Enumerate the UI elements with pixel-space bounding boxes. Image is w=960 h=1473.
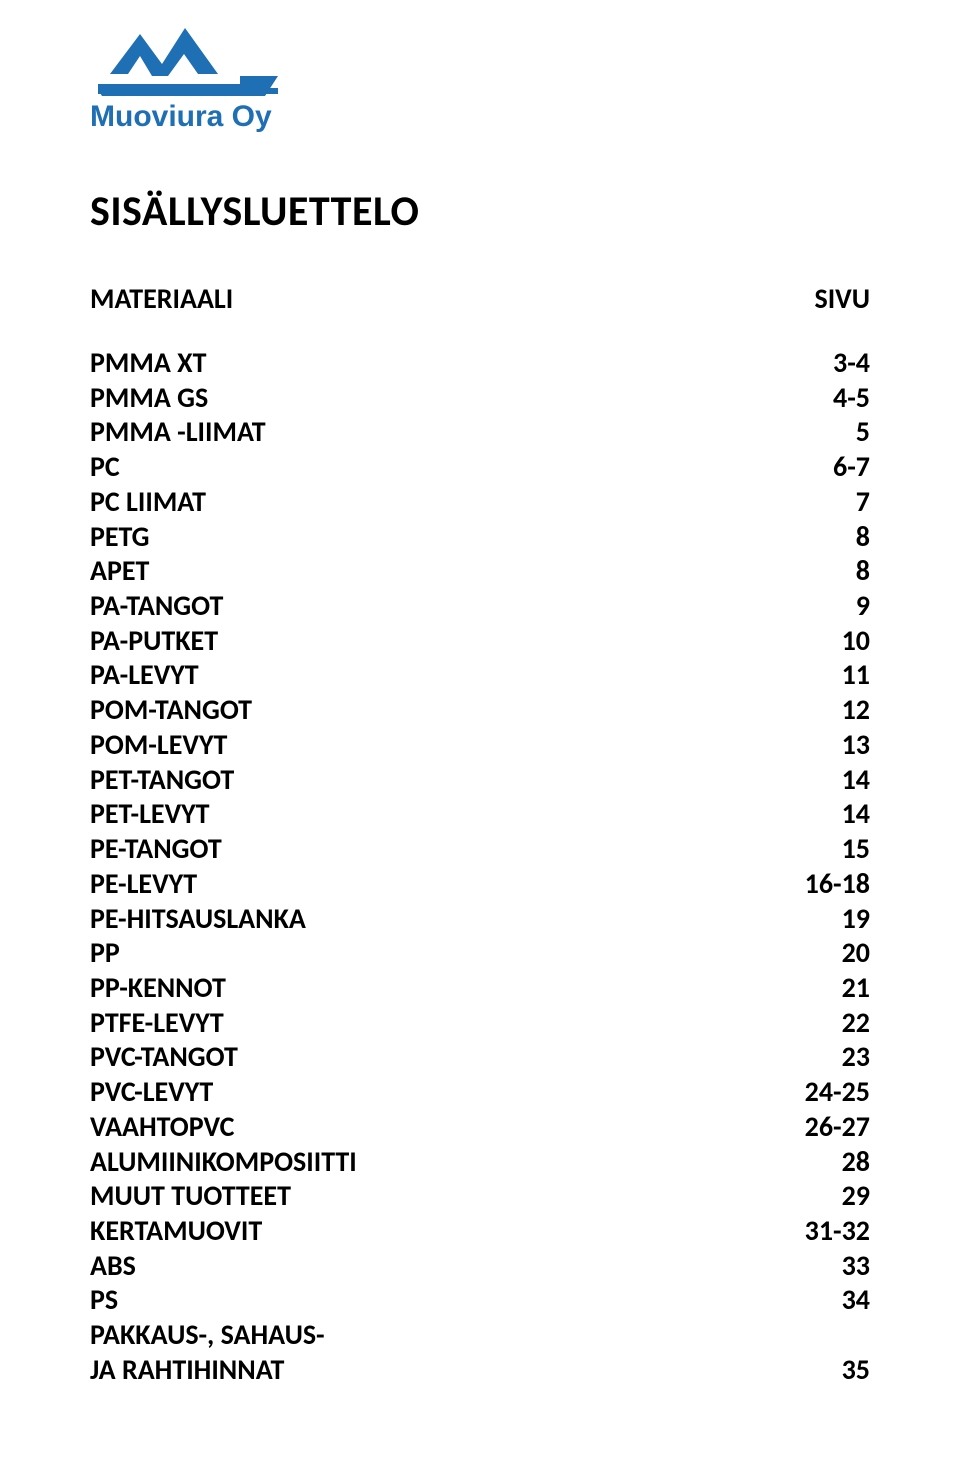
toc-row-page: 10	[780, 624, 870, 659]
toc-row-name: PETG	[90, 520, 780, 555]
toc-row: VAAHTOPVC26-27	[90, 1110, 870, 1145]
toc-row-name: PET-TANGOT	[90, 763, 780, 798]
document-page: Muoviura Oy SISÄLLYSLUETTELO MATERIAALI …	[0, 0, 960, 1473]
toc-row-name: ABS	[90, 1249, 780, 1284]
toc-row-name: PA-PUTKET	[90, 624, 780, 659]
toc-row-name: PMMA -LIIMAT	[90, 415, 780, 450]
page-title: SISÄLLYSLUETTELO	[90, 186, 870, 237]
toc-row: PE-LEVYT16-18	[90, 867, 870, 902]
toc-row-page: 4-5	[780, 381, 870, 416]
toc-row-name: PE-LEVYT	[90, 867, 780, 902]
toc-row-name: PMMA GS	[90, 381, 780, 416]
toc-row-page: 23	[780, 1040, 870, 1075]
toc-row-page: 22	[780, 1006, 870, 1041]
toc-row-name: PTFE-LEVYT	[90, 1006, 780, 1041]
toc-row-name: PET-LEVYT	[90, 797, 780, 832]
company-logo: Muoviura Oy	[90, 16, 870, 136]
toc-row: POM-TANGOT12	[90, 693, 870, 728]
toc-row: APET8	[90, 554, 870, 589]
toc-row: PP20	[90, 936, 870, 971]
toc-row-name: PC LIIMAT	[90, 485, 780, 520]
toc-row: PAKKAUS-, SAHAUS- JA RAHTIHINNAT35	[90, 1318, 870, 1387]
toc-row: ABS33	[90, 1249, 870, 1284]
toc-row-page: 33	[780, 1249, 870, 1284]
toc-header-page: SIVU	[814, 281, 870, 316]
toc-row-name: PP-KENNOT	[90, 971, 780, 1006]
toc-row-name: PA-LEVYT	[90, 658, 780, 693]
toc-row: PMMA GS4-5	[90, 381, 870, 416]
toc-row-page: 26-27	[780, 1110, 870, 1145]
toc-row: PVC-TANGOT23	[90, 1040, 870, 1075]
toc-row: PMMA XT3-4	[90, 346, 870, 381]
toc-row-name: PAKKAUS-, SAHAUS- JA RAHTIHINNAT	[90, 1318, 780, 1387]
toc-row-page: 7	[780, 485, 870, 520]
toc-row-name: PS	[90, 1283, 780, 1318]
toc-row: MUUT TUOTTEET29	[90, 1179, 870, 1214]
toc-row: ALUMIINIKOMPOSIITTI28	[90, 1145, 870, 1180]
toc-body: PMMA XT3-4PMMA GS4-5PMMA -LIIMAT5PC6-7PC…	[90, 346, 870, 1388]
toc-row: PA-LEVYT11	[90, 658, 870, 693]
toc-row: PE-TANGOT15	[90, 832, 870, 867]
toc-row: PS34	[90, 1283, 870, 1318]
toc-row-name: PA-TANGOT	[90, 589, 780, 624]
logo-icon: Muoviura Oy	[90, 16, 290, 136]
toc-row-page: 12	[780, 693, 870, 728]
toc-row-name: PC	[90, 450, 780, 485]
toc-row-name: PP	[90, 936, 780, 971]
toc-row: PE-HITSAUSLANKA19	[90, 902, 870, 937]
toc-row-page: 8	[780, 520, 870, 555]
toc-row-page: 29	[780, 1179, 870, 1214]
toc-row-name: PVC-TANGOT	[90, 1040, 780, 1075]
toc-header-name: MATERIAALI	[90, 281, 233, 316]
toc-row-page: 16-18	[780, 867, 870, 902]
logo-text: Muoviura Oy	[90, 100, 272, 133]
toc-row-page: 9	[780, 589, 870, 624]
toc-row-name: MUUT TUOTTEET	[90, 1179, 780, 1214]
toc-row-page: 28	[780, 1145, 870, 1180]
toc-row-page: 6-7	[780, 450, 870, 485]
toc-row-page: 21	[780, 971, 870, 1006]
toc-row: PA-TANGOT9	[90, 589, 870, 624]
toc-row-name: POM-TANGOT	[90, 693, 780, 728]
toc-row: POM-LEVYT13	[90, 728, 870, 763]
toc-row-name: VAAHTOPVC	[90, 1110, 780, 1145]
toc-row-page: 3-4	[780, 346, 870, 381]
toc-row: PP-KENNOT21	[90, 971, 870, 1006]
toc-row-page: 19	[780, 902, 870, 937]
toc-row-page: 24-25	[780, 1075, 870, 1110]
toc-row-page: 15	[780, 832, 870, 867]
toc-row-page: 20	[780, 936, 870, 971]
toc-row-page: 13	[780, 728, 870, 763]
toc-row: PVC-LEVYT24-25	[90, 1075, 870, 1110]
toc-row-name: PVC-LEVYT	[90, 1075, 780, 1110]
toc-row-page: 14	[780, 763, 870, 798]
toc-row: PET-LEVYT14	[90, 797, 870, 832]
toc-row-name: POM-LEVYT	[90, 728, 780, 763]
toc-row: PMMA -LIIMAT5	[90, 415, 870, 450]
toc-row-name: PE-HITSAUSLANKA	[90, 902, 780, 937]
toc-row: PTFE-LEVYT22	[90, 1006, 870, 1041]
toc-row: PC6-7	[90, 450, 870, 485]
toc-row-name: APET	[90, 554, 780, 589]
toc-row-page: 11	[780, 658, 870, 693]
toc-row: PET-TANGOT14	[90, 763, 870, 798]
toc-row: PC LIIMAT7	[90, 485, 870, 520]
toc-row: PETG8	[90, 520, 870, 555]
toc-row-name: ALUMIINIKOMPOSIITTI	[90, 1145, 780, 1180]
toc-row-page: 8	[780, 554, 870, 589]
toc-row-name: PMMA XT	[90, 346, 780, 381]
toc-row: KERTAMUOVIT31-32	[90, 1214, 870, 1249]
toc-row-name: KERTAMUOVIT	[90, 1214, 780, 1249]
toc-row: PA-PUTKET10	[90, 624, 870, 659]
toc-row-name: PE-TANGOT	[90, 832, 780, 867]
toc-row-page: 5	[780, 415, 870, 450]
toc-row-page: 35	[780, 1353, 870, 1388]
toc-header-row: MATERIAALI SIVU	[90, 281, 870, 316]
toc-row-page: 14	[780, 797, 870, 832]
toc-row-page: 31-32	[780, 1214, 870, 1249]
toc-row-page: 34	[780, 1283, 870, 1318]
